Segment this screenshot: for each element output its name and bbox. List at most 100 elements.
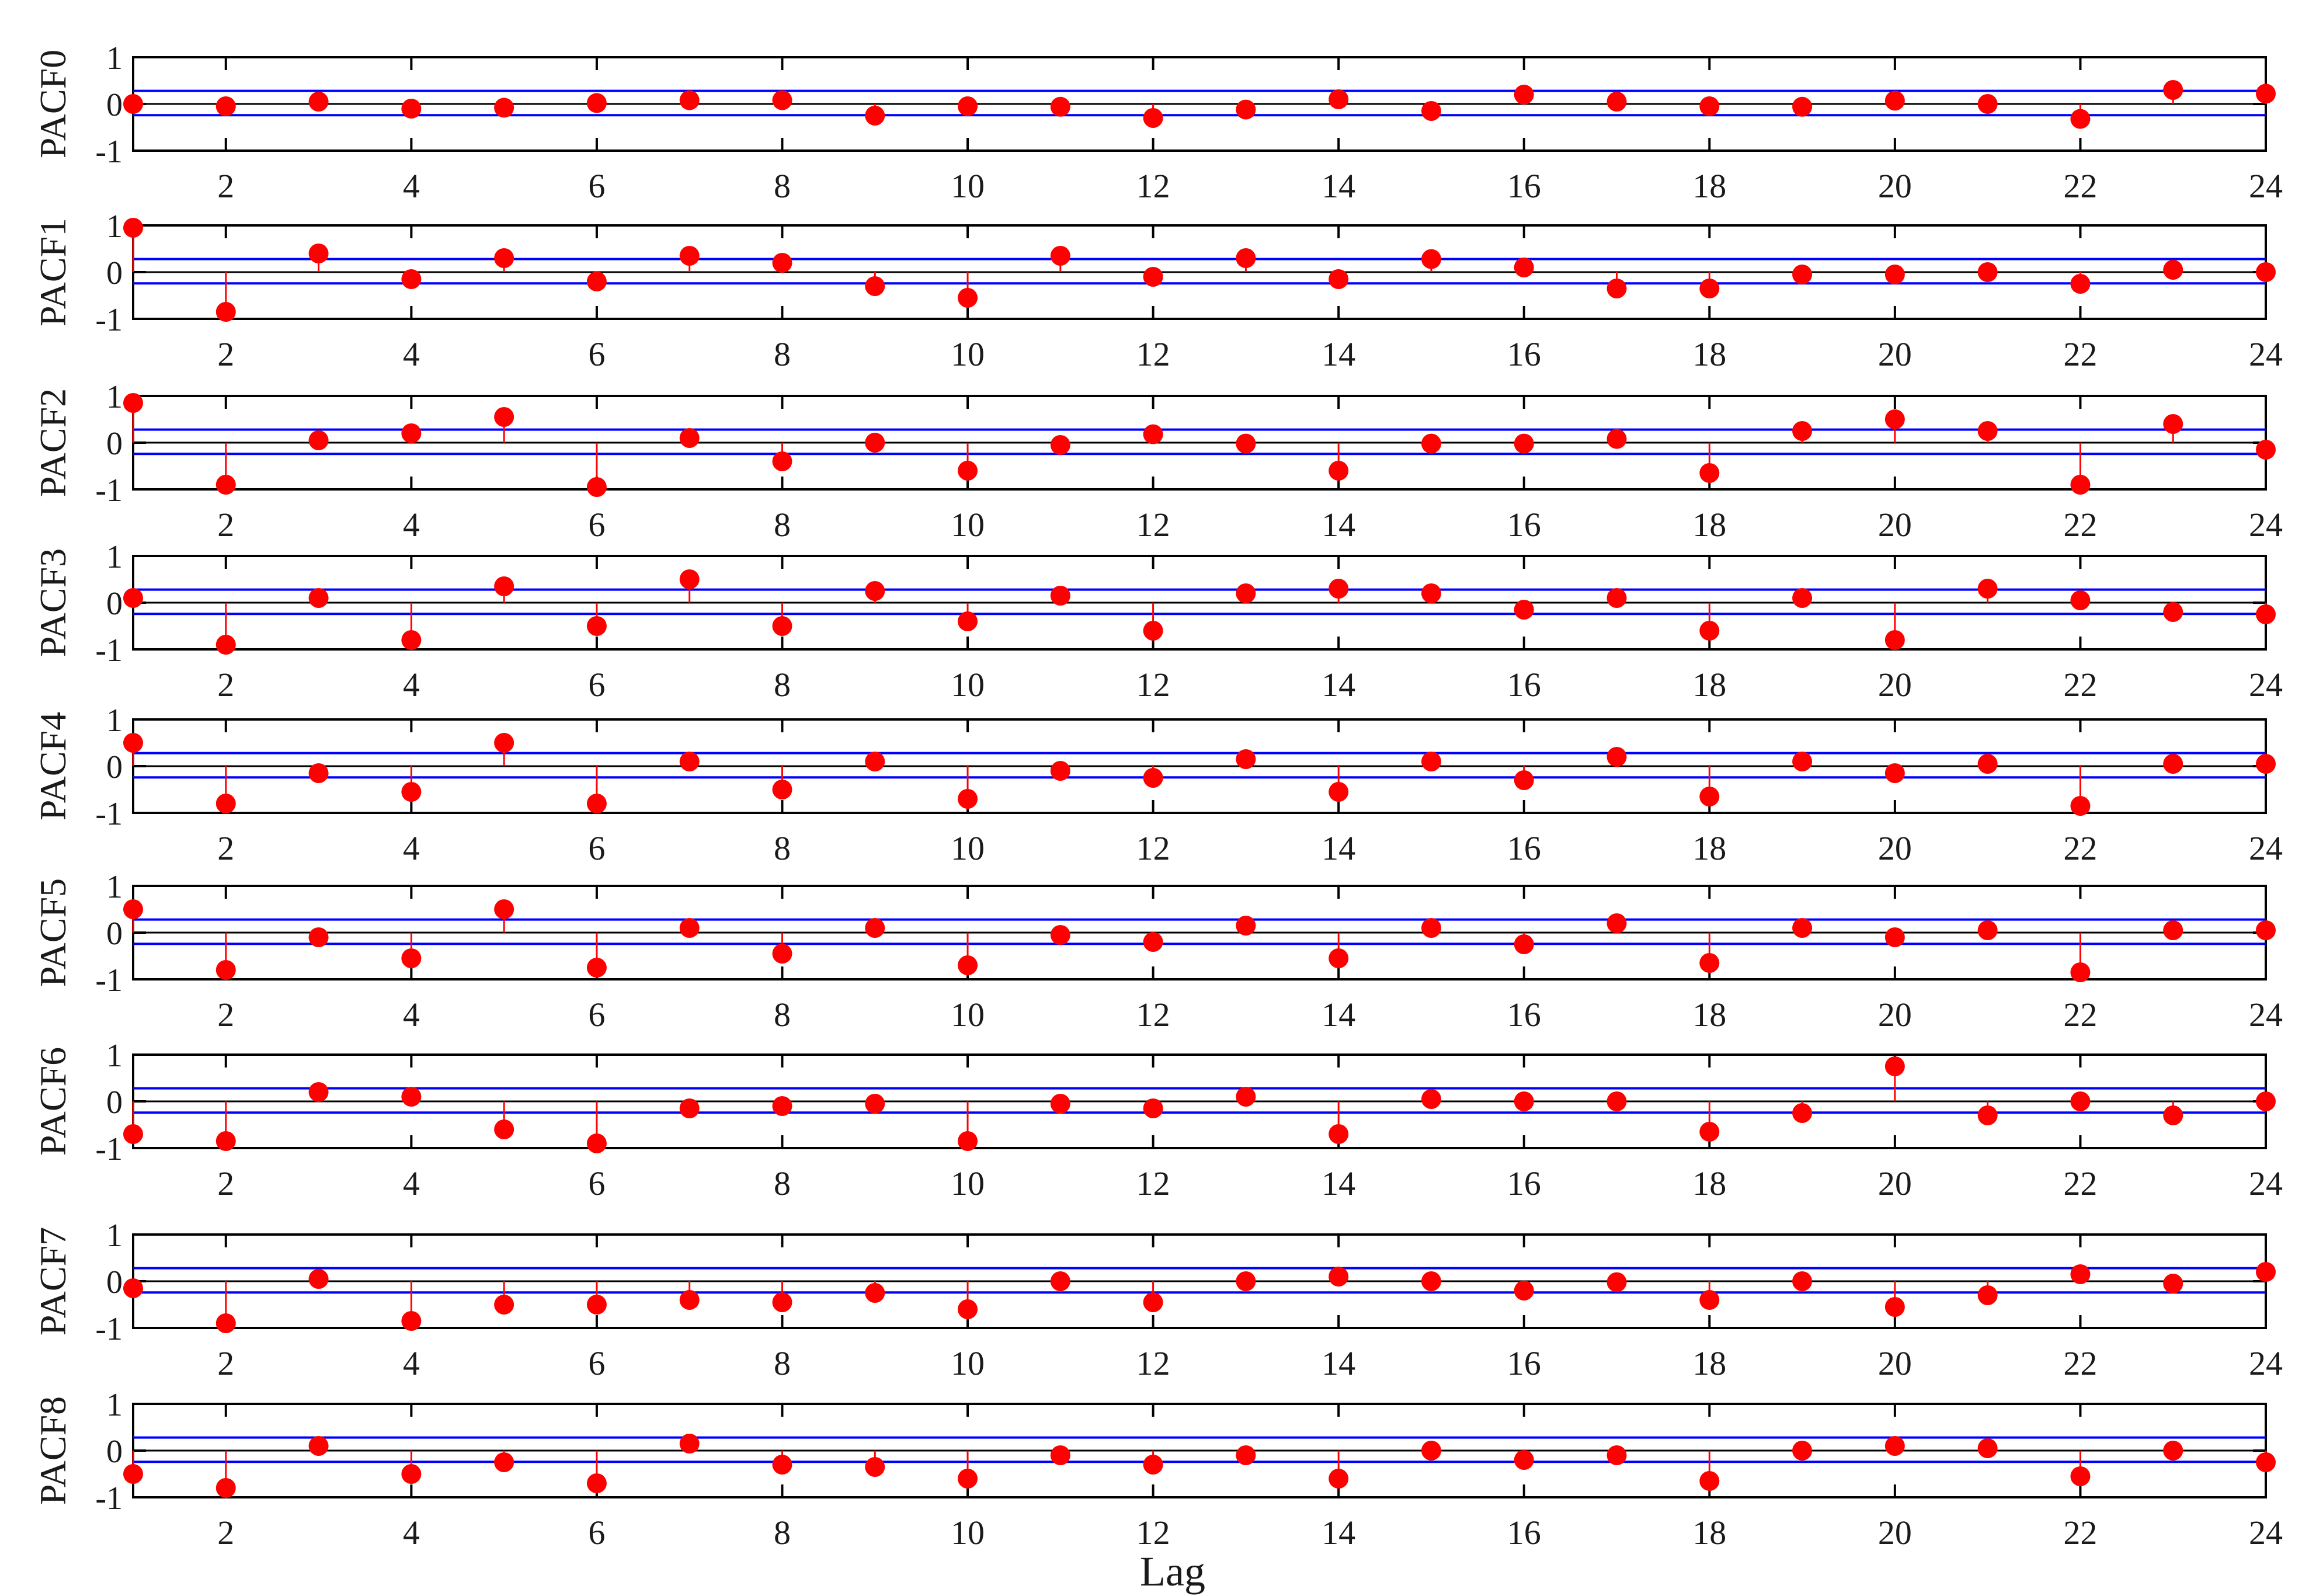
x-tick-label: 10 bbox=[951, 335, 985, 373]
stem-marker bbox=[1143, 932, 1163, 952]
stem-marker bbox=[494, 1452, 514, 1472]
x-tick-label: 4 bbox=[403, 829, 420, 867]
stem-marker bbox=[1792, 588, 1813, 608]
y-tick-label: 0 bbox=[106, 749, 123, 785]
stem-marker bbox=[1421, 1271, 1441, 1291]
stem-marker bbox=[865, 276, 885, 296]
stem-marker bbox=[1514, 1450, 1534, 1470]
x-tick-label: 20 bbox=[1878, 666, 1912, 704]
stem-marker bbox=[2070, 1466, 2091, 1486]
stem-marker bbox=[308, 1269, 329, 1289]
stem-marker bbox=[1606, 1272, 1627, 1292]
stem-marker bbox=[1329, 782, 1349, 802]
stem-marker bbox=[2070, 796, 2091, 816]
x-tick-label: 16 bbox=[1507, 1344, 1541, 1382]
stem-marker bbox=[1421, 583, 1441, 603]
stem-marker bbox=[1236, 248, 1256, 268]
x-tick-label: 8 bbox=[774, 167, 791, 205]
stem-marker bbox=[865, 1094, 885, 1114]
stem-marker bbox=[772, 1455, 792, 1475]
stem-marker bbox=[1329, 1267, 1349, 1286]
stem-marker bbox=[1236, 916, 1256, 936]
stem-marker bbox=[1143, 108, 1163, 128]
stem-marker bbox=[1421, 918, 1441, 938]
x-tick-label: 24 bbox=[2249, 167, 2283, 205]
stem-marker bbox=[958, 96, 978, 116]
stem-marker bbox=[1329, 579, 1349, 599]
stem-marker bbox=[1977, 262, 1998, 282]
stem-marker bbox=[1606, 429, 1627, 449]
y-tick-label: 1 bbox=[106, 539, 123, 575]
stem-marker bbox=[308, 927, 329, 947]
x-tick-label: 24 bbox=[2249, 829, 2283, 867]
stem-marker bbox=[865, 1283, 885, 1303]
y-axis-label: PACF7 bbox=[32, 1227, 74, 1336]
stem-marker bbox=[586, 272, 607, 291]
stem-marker bbox=[1606, 1091, 1627, 1111]
x-tick-label: 6 bbox=[588, 506, 605, 544]
stem-marker bbox=[215, 1313, 236, 1333]
stem-marker bbox=[401, 1311, 422, 1331]
stem-marker bbox=[1421, 1441, 1441, 1461]
stem-marker bbox=[1050, 96, 1070, 117]
x-tick-label: 20 bbox=[1878, 996, 1912, 1034]
stem-marker bbox=[1699, 953, 1720, 973]
stem-marker bbox=[1792, 421, 1813, 441]
x-tick-label: 18 bbox=[1692, 1514, 1726, 1552]
stem-marker bbox=[958, 1299, 978, 1319]
x-tick-label: 20 bbox=[1878, 335, 1912, 373]
x-tick-label: 4 bbox=[403, 335, 420, 373]
stem-marker bbox=[772, 1292, 792, 1312]
stem-marker bbox=[1792, 1271, 1813, 1291]
stem-marker bbox=[308, 244, 329, 263]
stem-marker bbox=[1421, 1089, 1441, 1109]
x-tick-label: 18 bbox=[1692, 506, 1726, 544]
stem-marker bbox=[1421, 249, 1441, 269]
x-tick-label: 16 bbox=[1507, 829, 1541, 867]
stem-marker bbox=[1699, 787, 1720, 806]
y-tick-label: 1 bbox=[106, 1387, 123, 1423]
stem-marker bbox=[1236, 99, 1256, 120]
x-tick-label: 12 bbox=[1136, 335, 1170, 373]
stem-marker bbox=[2256, 920, 2276, 940]
x-tick-label: 10 bbox=[951, 1164, 985, 1202]
stem-marker bbox=[1143, 267, 1163, 287]
x-tick-label: 8 bbox=[774, 1344, 791, 1382]
x-tick-label: 2 bbox=[217, 506, 234, 544]
stem-marker bbox=[1884, 927, 1905, 947]
stem-marker bbox=[2070, 274, 2091, 294]
stem-marker bbox=[1421, 752, 1441, 771]
stem-marker bbox=[1236, 1271, 1256, 1291]
stem-marker bbox=[494, 899, 514, 919]
y-tick-label: -1 bbox=[95, 472, 123, 509]
stem-marker bbox=[2256, 84, 2276, 104]
stem-marker bbox=[1884, 1056, 1905, 1076]
stem-marker bbox=[1699, 279, 1720, 298]
x-tick-label: 22 bbox=[2063, 167, 2097, 205]
stem-marker bbox=[1143, 768, 1163, 788]
stem-marker bbox=[401, 423, 422, 443]
stem-marker bbox=[1143, 1455, 1163, 1475]
stem-marker bbox=[772, 616, 792, 636]
stem-marker bbox=[308, 763, 329, 783]
stem-marker bbox=[2256, 754, 2276, 774]
stem-marker bbox=[494, 1119, 514, 1139]
stem-marker bbox=[958, 288, 978, 308]
stem-marker bbox=[1792, 752, 1813, 771]
stem-marker bbox=[1699, 1471, 1720, 1491]
x-tick-label: 12 bbox=[1136, 996, 1170, 1034]
stem-marker bbox=[865, 106, 885, 126]
stem-marker bbox=[401, 1464, 422, 1484]
x-tick-label: 10 bbox=[951, 1344, 985, 1382]
y-tick-label: 1 bbox=[106, 379, 123, 415]
stem-marker bbox=[308, 92, 329, 112]
x-tick-label: 10 bbox=[951, 666, 985, 704]
x-tick-label: 6 bbox=[588, 335, 605, 373]
stem-marker bbox=[772, 1096, 792, 1116]
stem-marker bbox=[586, 958, 607, 978]
stem-marker bbox=[2070, 109, 2091, 129]
